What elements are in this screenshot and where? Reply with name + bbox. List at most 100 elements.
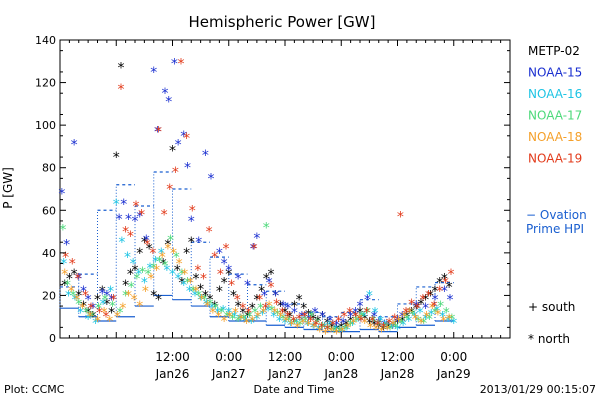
data-point: * [188, 214, 195, 230]
data-point: * [135, 267, 142, 283]
data-point: * [216, 246, 223, 262]
data-point: * [109, 299, 116, 315]
data-point: * [409, 308, 416, 324]
data-point: * [232, 305, 239, 321]
x-tick-time-label: 0:00 [440, 350, 467, 364]
data-point: * [83, 305, 90, 321]
data-point: * [253, 293, 260, 309]
data-point: * [308, 310, 315, 326]
x-tick-date-label: Jan28 [380, 367, 415, 381]
legend-entry: NOAA-16 [528, 87, 582, 101]
data-point: * [61, 278, 68, 294]
data-point: * [366, 288, 373, 304]
data-point: * [77, 305, 84, 321]
data-point: * [375, 316, 382, 332]
data-point: * [433, 303, 440, 319]
data-point: * [88, 310, 95, 326]
data-point: * [239, 301, 246, 317]
x-tick-date-label: Jan28 [323, 367, 358, 381]
data-point: * [268, 303, 275, 319]
data-point: * [206, 225, 213, 241]
data-point: * [132, 263, 139, 279]
data-point: * [96, 305, 103, 321]
data-point: * [203, 297, 210, 313]
data-point: * [394, 322, 401, 338]
data-point: * [312, 305, 319, 321]
data-point: * [327, 318, 334, 334]
data-point: * [174, 263, 181, 279]
data-point: * [384, 322, 391, 338]
data-point: * [146, 242, 153, 258]
legend-entry: NOAA-18 [528, 130, 582, 144]
y-tick-label: 40 [42, 247, 56, 260]
data-point: * [349, 318, 356, 334]
data-point: * [175, 271, 182, 287]
data-point: * [364, 305, 371, 321]
data-point: * [169, 144, 176, 160]
data-point: * [184, 276, 191, 292]
data-point: * [136, 210, 143, 226]
data-point: * [357, 305, 364, 321]
data-point: * [259, 308, 266, 324]
data-point: * [422, 312, 429, 328]
data-point: * [194, 263, 201, 279]
data-point: * [122, 288, 129, 304]
data-point: * [102, 293, 109, 309]
data-point: * [184, 161, 191, 177]
data-point: * [74, 271, 81, 287]
data-point: * [107, 284, 114, 300]
data-point: * [240, 312, 247, 328]
data-point: * [378, 325, 385, 341]
x-tick-date-label: Jan29 [436, 367, 471, 381]
data-point: * [352, 310, 359, 326]
data-point: * [144, 237, 151, 253]
data-point: * [408, 305, 415, 321]
data-point: * [385, 320, 392, 336]
data-point: * [340, 316, 347, 332]
data-point: * [399, 314, 406, 330]
data-point: * [265, 303, 272, 319]
data-point: * [358, 310, 365, 326]
data-point: * [260, 305, 267, 321]
data-point: * [327, 325, 334, 341]
legend-entry: NOAA-17 [528, 109, 582, 123]
data-point: * [71, 137, 78, 153]
data-point: * [246, 310, 253, 326]
data-point: * [64, 278, 71, 294]
data-point: * [116, 212, 123, 228]
data-point: * [277, 299, 284, 315]
data-point: * [118, 235, 125, 251]
data-point: * [332, 322, 339, 338]
data-point: * [89, 310, 96, 326]
data-point: * [370, 314, 377, 330]
data-point: * [381, 320, 388, 336]
legend-entry: NOAA-19 [528, 152, 582, 166]
data-point: * [79, 301, 86, 317]
data-point: * [450, 316, 457, 332]
data-point: * [178, 267, 185, 283]
data-point: * [132, 199, 139, 215]
data-point: * [99, 286, 106, 302]
data-point: * [243, 316, 250, 332]
data-point: * [314, 314, 321, 330]
data-point: * [442, 276, 449, 292]
data-point: * [166, 182, 173, 198]
data-point: * [63, 237, 70, 253]
data-point: * [363, 305, 370, 321]
data-point: * [290, 314, 297, 330]
data-point: * [122, 225, 129, 241]
data-point: * [367, 320, 374, 336]
data-point: * [136, 299, 143, 315]
data-point: * [267, 267, 274, 283]
data-point: * [176, 257, 183, 273]
data-point: * [447, 267, 454, 283]
data-point: * [338, 320, 345, 336]
data-point: * [263, 220, 270, 236]
data-point: * [192, 271, 199, 287]
data-point: * [311, 320, 318, 336]
data-point: * [271, 305, 278, 321]
data-point: * [106, 314, 113, 330]
data-point: * [445, 314, 452, 330]
data-point: * [113, 197, 120, 213]
data-point: * [62, 250, 69, 266]
